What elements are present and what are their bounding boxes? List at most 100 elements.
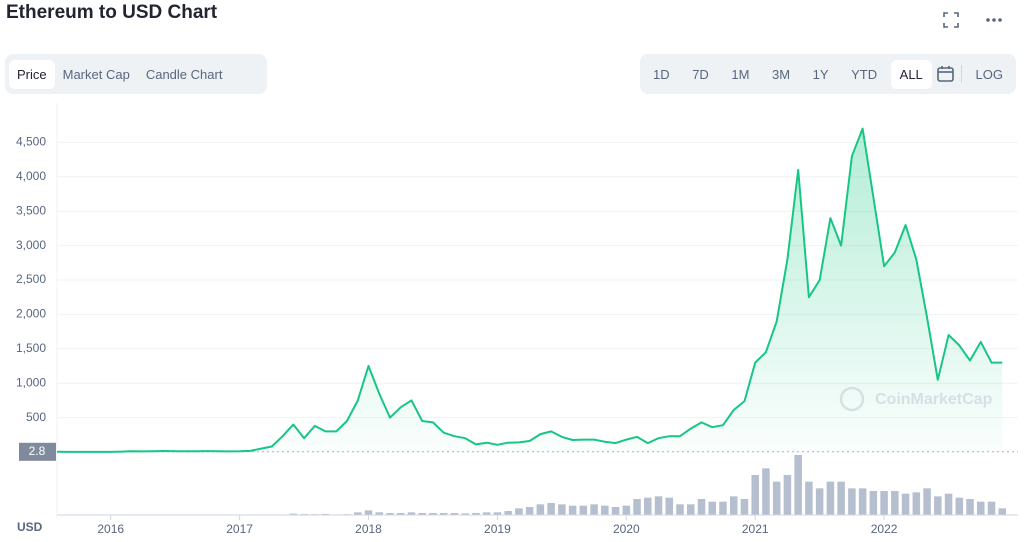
volume-bar xyxy=(805,481,813,515)
volume-bar xyxy=(697,499,706,515)
volume-bar xyxy=(622,505,631,515)
volume-bar xyxy=(407,512,416,515)
watermark-text: CoinMarketCap xyxy=(875,391,993,408)
volume-bar xyxy=(472,513,480,515)
volume-bar xyxy=(966,499,974,515)
price-line xyxy=(56,127,1003,453)
volume-bar xyxy=(579,505,588,515)
volume-bar xyxy=(536,504,545,515)
tab[interactable]: Candle Chart xyxy=(145,66,223,82)
volume-bar xyxy=(998,508,1007,515)
volume-bar xyxy=(740,499,749,515)
volume-bar xyxy=(858,488,867,515)
x-tick-label: 2021 xyxy=(742,522,769,536)
volume-bar xyxy=(289,513,298,515)
y-tick-label: 500 xyxy=(26,410,46,424)
volume-bar xyxy=(547,503,555,515)
volume-bar xyxy=(601,505,609,515)
volume-bar xyxy=(686,504,695,515)
tab-group: Price Market Cap Candle Chart xyxy=(5,54,267,94)
volume-bar xyxy=(837,481,845,515)
volume-bar xyxy=(880,491,888,515)
volume-bar xyxy=(912,492,921,515)
range-button[interactable]: YTD xyxy=(851,66,878,82)
volume-bar xyxy=(525,507,534,515)
volume-bar xyxy=(321,513,330,515)
volume-bar xyxy=(568,505,577,515)
volume-bar xyxy=(461,513,469,515)
volume-bar xyxy=(665,497,674,515)
fullscreen-icon[interactable] xyxy=(943,12,959,28)
volume-bar xyxy=(923,488,931,515)
watermark-logo xyxy=(839,386,865,412)
plot: 500 1,000 1,500 2,000 2,500 3,000 3,500 4,000 4,… xyxy=(16,103,1018,536)
more-icon[interactable] xyxy=(986,18,1002,22)
tab[interactable]: Price xyxy=(9,59,55,89)
volume-bar xyxy=(590,504,598,515)
volume-bar xyxy=(644,497,652,515)
volume-bar xyxy=(611,507,620,515)
volume-bar xyxy=(654,496,663,515)
volume-bar xyxy=(439,513,448,515)
volume-bar xyxy=(815,488,824,515)
range-group: 1D 7D 1M 3M 1Y YTD ALL LOG xyxy=(640,54,1016,94)
volume-bar xyxy=(429,513,437,515)
range-button[interactable]: ALL xyxy=(890,59,932,89)
range-button[interactable]: 3M xyxy=(772,66,791,82)
x-tick-label: 2020 xyxy=(613,522,640,536)
volume-bar xyxy=(493,512,502,515)
volume-bar xyxy=(719,501,727,515)
x-tick-label: 2019 xyxy=(484,522,511,536)
volume-bar xyxy=(944,493,953,515)
range-button[interactable]: 1Y xyxy=(812,66,829,82)
volume-bar xyxy=(708,501,716,515)
range-button[interactable]: 7D xyxy=(692,66,709,82)
y-tick-label: 1,000 xyxy=(16,375,46,389)
volume-bar xyxy=(934,496,942,515)
reference-label-bg xyxy=(19,442,56,461)
volume-bar xyxy=(826,481,835,515)
y-tick-label: 3,000 xyxy=(16,238,46,252)
volume-bar xyxy=(504,511,512,515)
tab[interactable]: Market Cap xyxy=(62,66,130,82)
calendar-icon[interactable] xyxy=(936,64,956,84)
range-button[interactable]: 1M xyxy=(731,66,750,82)
separator xyxy=(960,65,962,83)
volume-bar xyxy=(354,512,362,515)
reference-label: 2.8 xyxy=(29,444,46,458)
volume-bar xyxy=(901,493,910,515)
volume-bar xyxy=(848,488,856,515)
volume-bar xyxy=(772,481,781,515)
volume-bar xyxy=(762,468,770,515)
volume-bar xyxy=(515,508,523,515)
area xyxy=(57,128,1003,452)
chart-title: Ethereum to USD Chart xyxy=(6,2,218,23)
volume-bar xyxy=(869,491,878,515)
volume-bar xyxy=(482,512,491,515)
range-button[interactable]: 1D xyxy=(653,66,670,82)
log-button[interactable]: LOG xyxy=(975,66,1003,82)
volume-bar xyxy=(364,510,373,515)
y-tick-label: 4,000 xyxy=(16,169,46,183)
volume-bar xyxy=(450,513,459,515)
volume-bar xyxy=(977,501,985,515)
volume-bar xyxy=(891,491,899,515)
volume-bar xyxy=(558,504,566,515)
volume-bar xyxy=(751,475,759,515)
volume-bar xyxy=(987,501,996,515)
watermark: CoinMarketCap xyxy=(839,386,993,412)
volume-bar xyxy=(794,455,802,515)
volume-bar xyxy=(633,499,641,515)
y-tick-label: 1,500 xyxy=(16,341,46,355)
y-tick-label: 4,500 xyxy=(16,135,46,149)
volume-bar xyxy=(783,475,792,515)
y-tick-label: 2,000 xyxy=(16,307,46,321)
volume-bar xyxy=(386,513,394,515)
volume-bar xyxy=(955,497,964,515)
volume-bar xyxy=(396,513,405,515)
x-tick-label: 2018 xyxy=(355,522,382,536)
volume-bar xyxy=(676,504,684,515)
currency-label: USD xyxy=(17,520,43,534)
